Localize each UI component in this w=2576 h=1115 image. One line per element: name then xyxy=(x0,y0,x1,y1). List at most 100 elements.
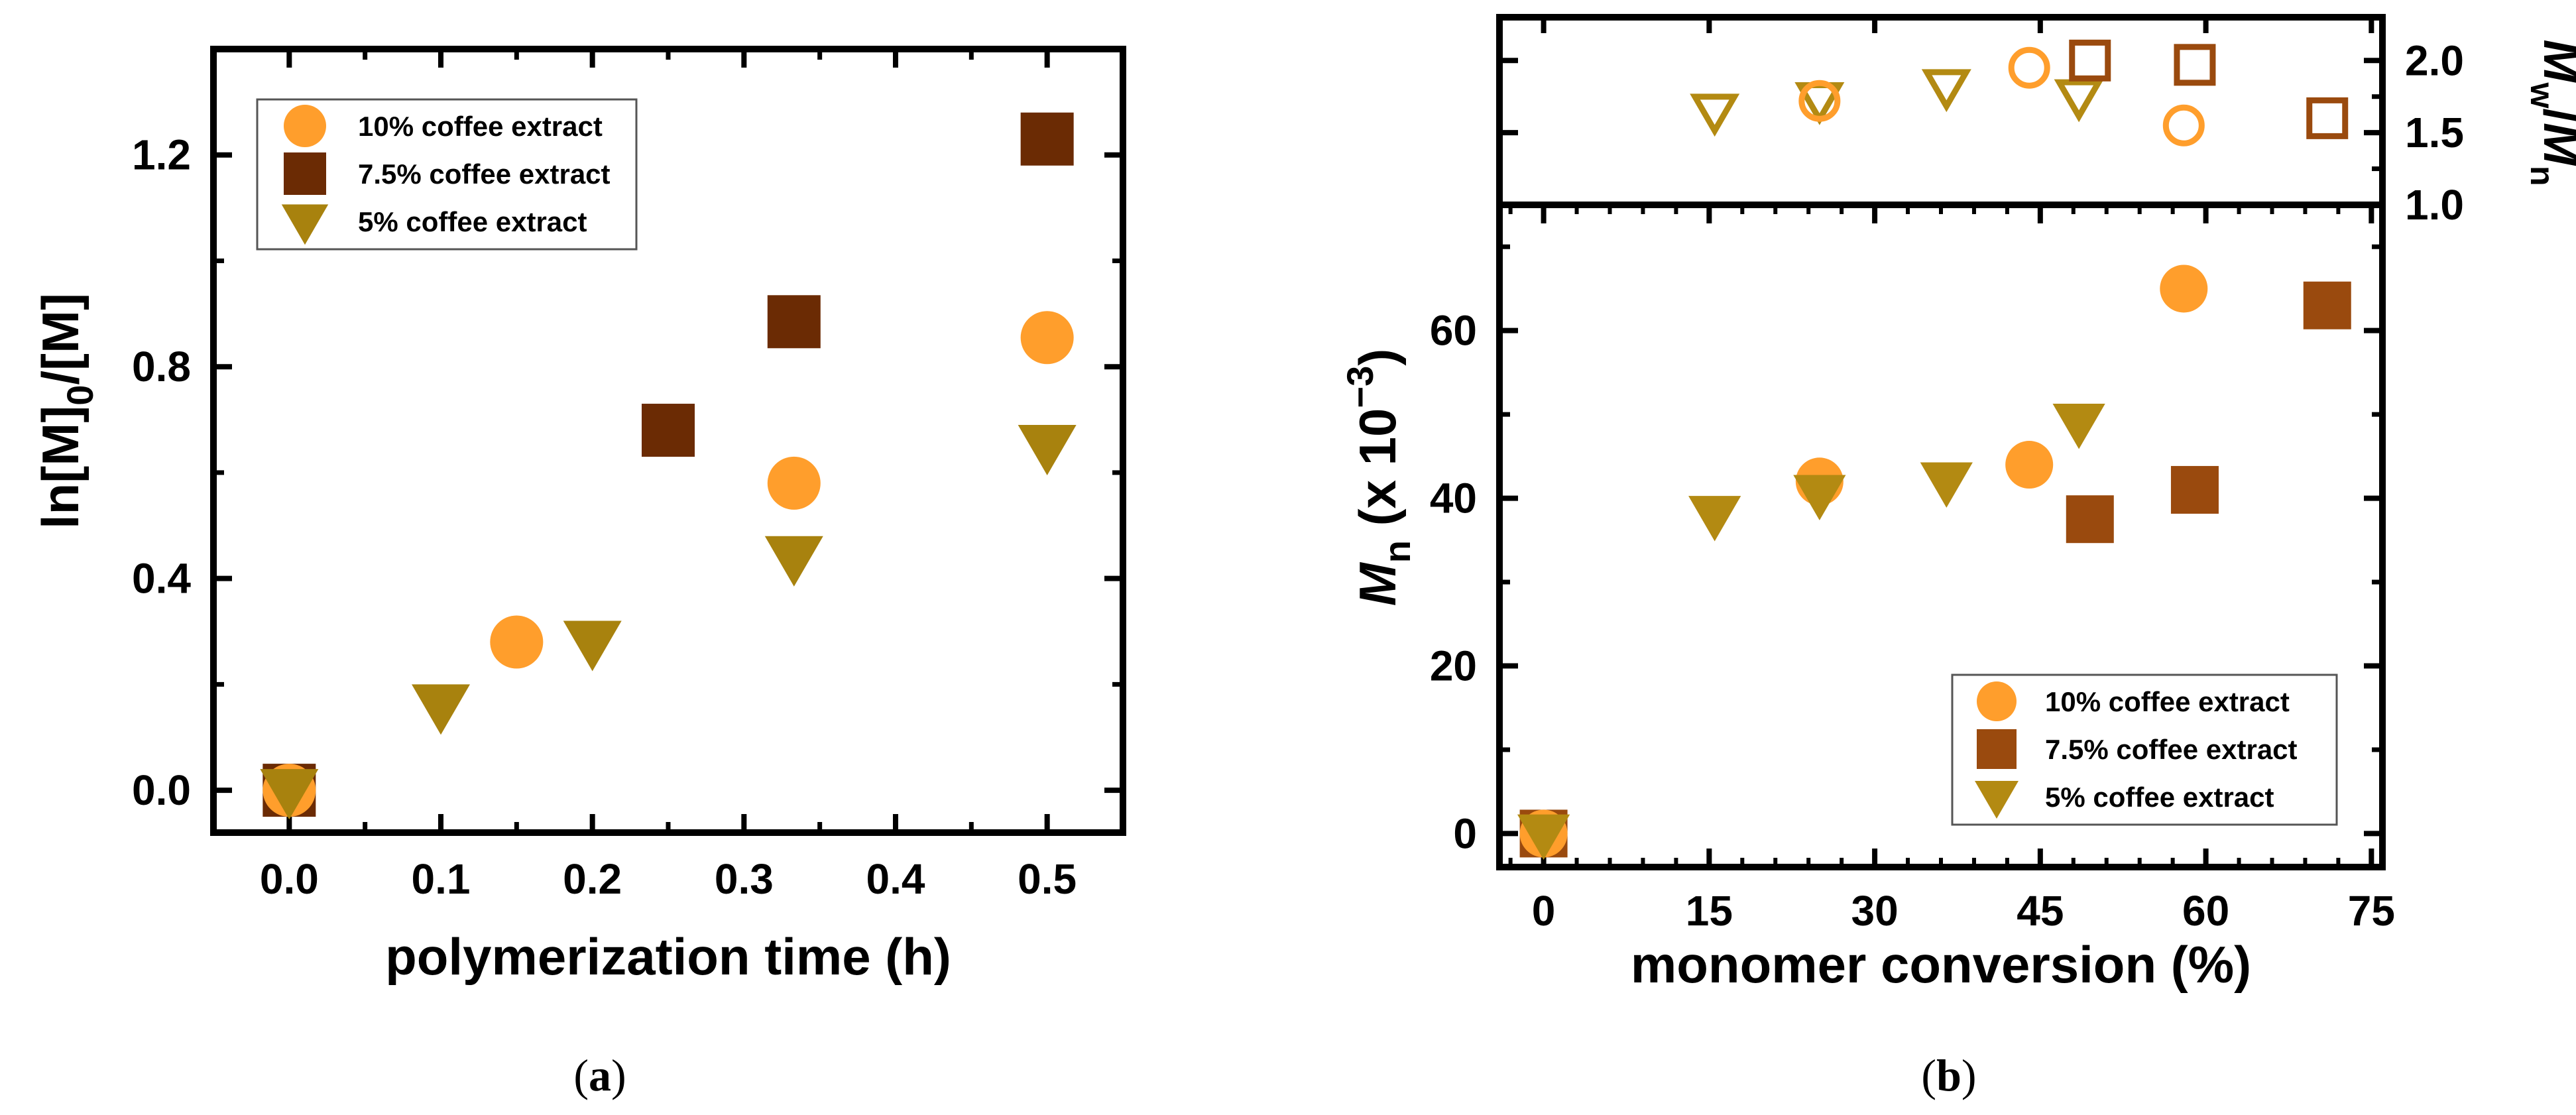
legend-label-5-b: 5% coffee extract xyxy=(2045,782,2274,813)
data-point-a-circle xyxy=(767,456,821,510)
data-point-pdi-square-open xyxy=(2306,97,2349,139)
legend-marker-square-b xyxy=(1977,729,2017,769)
data-point-pdi-circle-open xyxy=(2008,46,2050,89)
panel-b-legend-marks xyxy=(1975,681,2019,819)
data-point-mn-triangle xyxy=(1793,475,1846,520)
y2-tick-label: 1.0 xyxy=(2405,181,2464,229)
legend-marker-circle-b xyxy=(1977,681,2017,721)
x-tick-label-b: 60 xyxy=(2182,887,2229,935)
data-point-a-square xyxy=(642,404,695,457)
x-tick-label-a: 0.5 xyxy=(1018,855,1077,903)
data-point-a-triangle xyxy=(764,536,823,587)
panel-a-frame xyxy=(210,46,1126,836)
x-tick-label-a: 0.1 xyxy=(412,855,471,903)
y2-tick-label: 2.0 xyxy=(2405,36,2464,84)
mn-close: ) xyxy=(1348,349,1407,366)
panel-b-legend: 10% coffee extract 7.5% coffee extract 5… xyxy=(1951,674,2338,826)
panel-b-ticks: 0 15 30 45 60 75 0 20 40 60 1.0 1.5 2.0 xyxy=(1430,17,2464,935)
panel-a-x-axis-title: polymerization time (h) xyxy=(385,927,951,986)
data-point-a-triangle xyxy=(1018,424,1077,475)
x-tick-label-b: 45 xyxy=(2017,887,2064,935)
y-tick-label-a: 0.8 xyxy=(132,343,191,390)
data-point-pdi-triangle-open xyxy=(2054,79,2104,123)
panel-a-legend-marks xyxy=(281,105,329,245)
y-title-main: ln[M] xyxy=(31,406,89,529)
x-tick-label-a: 0.2 xyxy=(563,855,622,903)
legend-marker-square xyxy=(284,152,326,195)
data-point-a-square xyxy=(767,295,821,349)
pdi-slash: / xyxy=(2533,108,2576,123)
y-tick-label-b: 0 xyxy=(1453,809,1477,857)
data-point-pdi-circle-open xyxy=(1798,80,1841,122)
panel-a-marks xyxy=(260,112,1077,820)
x-tick-label-a: 0.3 xyxy=(715,855,774,903)
data-point-a-triangle xyxy=(412,684,470,735)
panel-a-caption-letter: a xyxy=(589,1050,611,1100)
data-point-mn-square xyxy=(2170,465,2219,514)
legend-marker-triangle-b xyxy=(1975,781,2019,819)
mn-sub: n xyxy=(1376,540,1418,563)
data-point-mn-circle xyxy=(2005,441,2054,489)
data-point-mn-triangle xyxy=(1920,462,1973,508)
data-point-a-circle xyxy=(490,615,544,669)
data-point-a-triangle xyxy=(260,769,319,820)
panel-a: 0.0 0.1 0.2 0.3 0.4 0.5 0.0 0.4 0.8 1.2 10% coffe… xyxy=(31,46,1126,1100)
y-tick-label-b: 20 xyxy=(1430,642,1477,690)
panel-b-marks xyxy=(1517,39,2351,860)
data-point-a-square xyxy=(1020,112,1074,166)
data-point-mn-triangle xyxy=(2052,403,2105,449)
x-tick-label-b: 0 xyxy=(1532,887,1556,935)
pdi-s2: n xyxy=(2524,166,2561,186)
panel-a-legend: 10% coffee extract 7.5% coffee extract 5… xyxy=(256,98,638,251)
legend-label-7-5: 7.5% coffee extract xyxy=(358,158,611,190)
panel-b-y-axis-title: Mn (x 10−3) xyxy=(1339,349,1418,607)
data-point-pdi-square-open xyxy=(2174,44,2216,86)
panel-b-caption: (b) xyxy=(1921,1050,1976,1100)
data-point-pdi-circle-open xyxy=(2162,104,2205,147)
panel-b-caption-letter: b xyxy=(1936,1050,1961,1100)
panel-b-x-axis-title: monomer conversion (%) xyxy=(1631,935,2251,994)
x-tick-label-b: 75 xyxy=(2348,887,2395,935)
y-tick-label-b: 60 xyxy=(1430,307,1477,355)
data-point-mn-triangle xyxy=(1517,814,1570,860)
legend-marker-circle xyxy=(284,105,326,147)
panel-b-y2-axis-title: Mw/Mn xyxy=(2524,39,2576,186)
data-point-a-triangle xyxy=(563,620,622,672)
data-point-mn-square xyxy=(2066,495,2114,544)
panel-b: 0 15 30 45 60 75 0 20 40 60 1.0 1.5 2.0 10% coffee e… xyxy=(1339,14,2576,1100)
data-point-pdi-triangle-open xyxy=(1690,93,1740,137)
pdi-s1: w xyxy=(2524,82,2561,108)
y2-tick-label: 1.5 xyxy=(2405,109,2464,156)
legend-label-5: 5% coffee extract xyxy=(358,206,587,237)
data-point-a-circle xyxy=(1020,311,1074,365)
y-tick-label-a: 1.2 xyxy=(132,131,191,179)
legend-label-10-b: 10% coffee extract xyxy=(2045,686,2290,717)
y-title-sub: 0 xyxy=(59,385,101,406)
legend-label-10: 10% coffee extract xyxy=(358,111,603,142)
data-point-mn-circle xyxy=(2160,264,2208,313)
x-tick-label-a: 0.0 xyxy=(260,855,319,903)
panel-a-y-axis-title: ln[M]0/[M] xyxy=(31,293,101,529)
mn-tail: (x 10 xyxy=(1348,408,1407,540)
x-tick-label-b: 15 xyxy=(1686,887,1733,935)
panel-b-frame xyxy=(1496,14,2386,870)
data-point-mn-triangle xyxy=(1688,496,1741,542)
pdi-m2: M xyxy=(2533,123,2576,167)
x-tick-label-b: 30 xyxy=(1851,887,1899,935)
y-title-tail: /[M] xyxy=(31,293,89,385)
y-tick-label-a: 0.4 xyxy=(132,555,191,603)
data-point-pdi-square-open xyxy=(2069,39,2111,82)
mn-m: M xyxy=(1348,561,1407,606)
legend-label-7-5-b: 7.5% coffee extract xyxy=(2045,734,2298,765)
panel-a-ticks: 0.0 0.1 0.2 0.3 0.4 0.5 0.0 0.4 0.8 1.2 xyxy=(132,49,1123,903)
y-tick-label-a: 0.0 xyxy=(132,766,191,814)
data-point-mn-square xyxy=(2303,281,2351,329)
pdi-m1: M xyxy=(2533,39,2576,84)
data-point-pdi-triangle-open xyxy=(1921,69,1971,113)
legend-marker-triangle xyxy=(281,204,329,245)
y-tick-label-b: 40 xyxy=(1430,475,1477,522)
x-tick-label-a: 0.4 xyxy=(866,855,925,903)
panel-a-caption: (a) xyxy=(573,1050,626,1100)
mn-sup: −3 xyxy=(1339,366,1381,408)
